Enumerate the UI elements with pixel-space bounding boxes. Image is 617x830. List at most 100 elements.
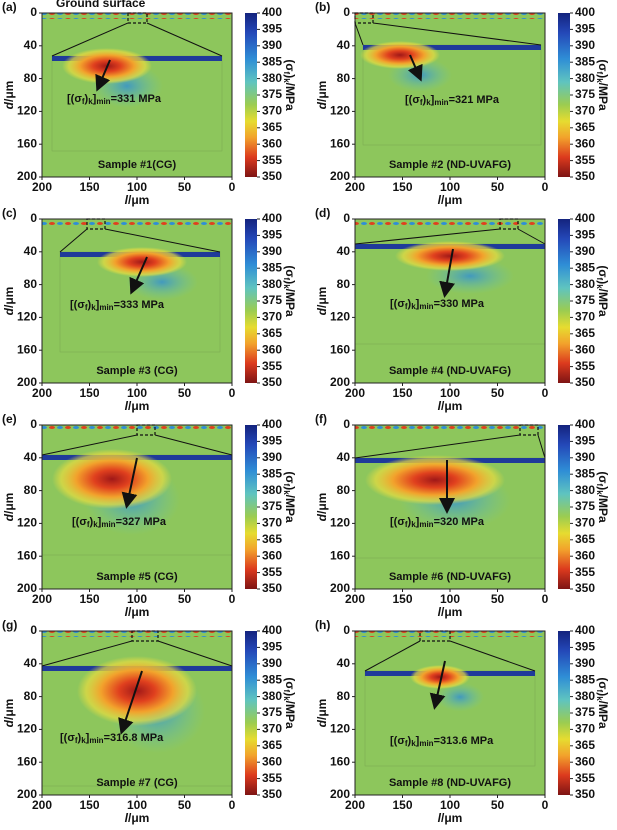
colorbar-label-part: f [282, 690, 291, 693]
colorbar-label-part: /MPa [596, 495, 610, 523]
colorbar-tick-label: 395 [262, 22, 282, 36]
colorbar-tick-label: 380 [575, 277, 595, 291]
x-axis-label-part: /μm [441, 605, 462, 619]
colorbar-label-part: /MPa [596, 701, 610, 729]
colorbar-tick-label: 355 [575, 565, 595, 579]
colorbar-tick-label: 350 [575, 375, 595, 389]
x-tick-label: 50 [491, 798, 505, 812]
x-tick-label: 50 [178, 180, 192, 194]
colorbar [245, 13, 257, 177]
annotation: [(σf)k]min=330 MPa [390, 298, 485, 311]
x-tick-label: 150 [79, 180, 99, 194]
colorbar-label-part: k [595, 284, 604, 289]
colorbar-label-part: ) [283, 280, 297, 284]
y-tick-label: 80 [337, 483, 351, 497]
x-axis-label-part: l [125, 605, 129, 619]
colorbar [558, 13, 570, 177]
annotation-part: min [89, 736, 103, 745]
y-tick-label: 0 [30, 5, 37, 19]
colorbar-label-part: f [282, 72, 291, 75]
colorbar-tick-label: 370 [575, 104, 595, 118]
surface-label: Ground surface [56, 0, 146, 10]
colorbar-tick-label: 370 [575, 722, 595, 736]
y-axis-label: d/μm [2, 81, 16, 110]
annotation-part: [(σ [390, 516, 405, 528]
colorbar-label-part: k [282, 696, 291, 701]
annotation-part: ] [416, 298, 420, 310]
x-axis-label-part: l [438, 811, 442, 825]
x-tick-label: 50 [491, 386, 505, 400]
x-axis-label: l/μm [125, 399, 150, 413]
y-tick-label: 40 [24, 450, 38, 464]
x-tick-label: 0 [542, 798, 549, 812]
zoom-line [41, 434, 138, 456]
annotation-part: f [87, 520, 90, 529]
x-axis-label: l/μm [438, 399, 463, 413]
x-tick-label: 0 [542, 592, 549, 606]
colorbar-tick-label: 385 [262, 466, 282, 480]
x-axis-label-part: l [438, 193, 442, 207]
zoom-box [136, 424, 156, 436]
zoom-box [519, 424, 539, 436]
y-axis-label: d/μm [315, 81, 329, 110]
colorbar-tick-label: 400 [575, 5, 595, 19]
zoom-line [157, 640, 233, 667]
annotation-part: =333 MPa [114, 299, 165, 311]
annotation-part: ] [416, 735, 420, 747]
colorbar-tick-label: 375 [262, 499, 282, 513]
colorbar-tick-label: 370 [262, 310, 282, 324]
colorbar-tick-label: 400 [262, 5, 282, 19]
surface-band [42, 631, 232, 637]
y-axis-label-part: d [2, 101, 16, 109]
annotation-part: f [405, 520, 408, 529]
x-tick-label: 200 [345, 386, 365, 400]
annotation-part: ] [86, 732, 90, 744]
annotation-part: ) [88, 299, 92, 311]
zoom-line [354, 22, 364, 46]
min-arrow [118, 670, 143, 735]
x-tick-label: 50 [178, 386, 192, 400]
colorbar-tick-label: 390 [575, 38, 595, 52]
x-axis-label-part: l [125, 399, 129, 413]
colorbar-label-part: f [595, 72, 604, 75]
zoom-line [146, 22, 223, 57]
zoom-line [449, 640, 536, 672]
y-tick-label: 80 [337, 277, 351, 291]
y-tick-label: 200 [330, 581, 350, 595]
colorbar-tick-label: 390 [575, 656, 595, 670]
panel-label: (e) [2, 412, 17, 426]
inset-hot [77, 656, 197, 726]
annotation-part: f [75, 736, 78, 745]
panel-label: (d) [315, 206, 330, 220]
annotation-part: min [419, 520, 433, 529]
colorbar-label: (σf)k/MPa [595, 677, 610, 729]
y-axis-label-part: /μm [2, 493, 16, 514]
x-tick-label: 150 [79, 592, 99, 606]
colorbar [558, 219, 570, 383]
colorbar-tick-label: 355 [262, 565, 282, 579]
x-tick-label: 0 [542, 180, 549, 194]
x-tick-label: 0 [542, 386, 549, 400]
colorbar [558, 631, 570, 795]
colorbar-tick-label: 390 [262, 244, 282, 258]
colorbar-label-part: (σ [596, 677, 610, 689]
y-axis-label-part: d [315, 513, 329, 521]
colorbar-tick-label: 375 [575, 293, 595, 307]
inset-hot [410, 665, 470, 689]
x-tick-label: 100 [127, 386, 147, 400]
annotation-part: k [426, 98, 431, 107]
annotation-part: min [434, 98, 448, 107]
colorbar-label-part: ) [283, 692, 297, 696]
colorbar-tick-label: 375 [575, 499, 595, 513]
annotation-part: ) [78, 732, 82, 744]
inset-hot [365, 455, 505, 505]
y-tick-label: 160 [17, 342, 37, 356]
annotation-part: min [419, 302, 433, 311]
colorbar-tick-label: 375 [262, 293, 282, 307]
annotation-part: =313.6 MPa [434, 735, 495, 747]
colorbar-label: (σf)k/MPa [282, 59, 297, 111]
colorbar-tick-label: 350 [262, 375, 282, 389]
colorbar-tick-label: 395 [262, 228, 282, 242]
annotation-part: ) [423, 94, 427, 106]
y-axis-label: d/μm [315, 699, 329, 728]
